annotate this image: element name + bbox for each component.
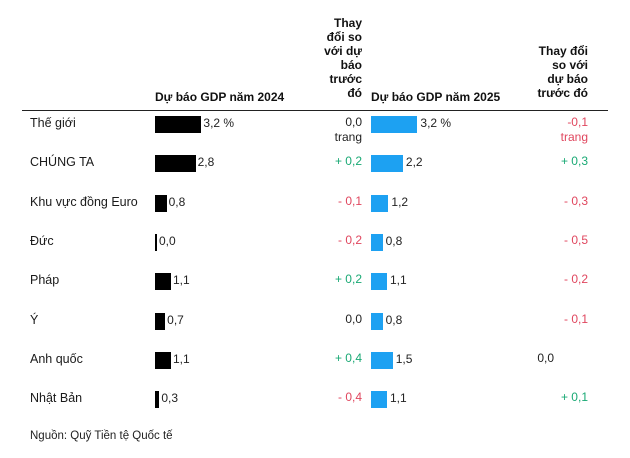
bar-2025 [371,233,383,251]
change-2024-line: + 0,2 [334,272,362,287]
header-line: với dự [324,44,362,58]
value-2024: 0,3 [161,391,179,406]
change-2025-line: + 0,1 [560,390,588,405]
change-2024: + 0,2 [335,272,362,287]
header-line: trước đó [537,86,588,100]
row-label: Nhật Bản [30,391,83,406]
row-label: Đức [30,233,54,248]
change-2025: 0,0 [537,351,554,366]
value-2025: 1,5 [395,351,413,366]
change-2024-line: - 0,2 [337,232,362,247]
bar-2024 [155,155,196,173]
value-2025: 0,8 [385,233,403,248]
change-2025-line: + 0,3 [560,154,588,169]
change-2025: - 0,1 [564,312,588,327]
change-2024-line: - 0,4 [337,390,362,405]
header-change-2025: Thay đổi so với dự báo trước đó [537,44,588,100]
change-2025: - 0,2 [564,272,588,287]
change-2025: - 0,5 [564,233,588,248]
bar-2025 [371,312,383,330]
change-2024-line: 0,0 [345,311,362,326]
header-line: Thay đổi [538,44,588,58]
value-2024: 1,1 [172,273,190,288]
change-2025-line: 0,0 [537,350,554,365]
value-2024: 2,8 [197,155,215,170]
bar-2024 [155,391,160,409]
row-label: Anh quốc [30,351,83,366]
header-line: dự báo [547,72,588,86]
header-line: Thay [333,16,362,30]
bar-2025 [371,155,403,173]
header-line: trước [329,72,362,86]
change-2024-line: 0,0 [345,115,362,129]
row-label: CHÚNG TA [30,155,95,170]
header-divider [22,110,608,111]
source-note: Nguồn: Quỹ Tiền tệ Quốc tế [30,430,173,442]
value-2025: 1,1 [389,273,407,288]
value-2025: 3,2 % [420,116,452,130]
bar-2025 [371,351,393,369]
bar-2024 [155,233,157,251]
change-2025-line: trang [560,130,588,144]
change-2024: 0,0 [345,312,362,327]
change-2025: - 0,3 [564,194,588,209]
value-2025: 0,8 [385,312,403,327]
header-line: đổi so [326,30,362,44]
value-2025: 1,1 [389,391,407,406]
row-label: Ý [30,312,39,327]
header-line: so với [552,58,588,72]
change-2024-line: - 0,1 [337,193,362,208]
change-2024: - 0,1 [338,194,362,209]
header-line: đó [347,86,362,100]
header-gdp-2024: Dự báo GDP năm 2024 [155,90,285,104]
change-2024-line: trang [334,130,362,144]
change-2024-line: + 0,2 [334,154,362,169]
header-change-2024: Thay đổi so với dự báo trước đó [324,16,362,100]
value-2024: 0,8 [168,194,186,209]
change-2024: 0,0 trang [335,115,362,145]
change-2024-line: + 0,4 [334,350,362,365]
value-2024: 1,1 [172,351,190,366]
value-2024: 0,7 [167,312,184,327]
bar-2024 [155,116,202,133]
header-gdp-2025: Dự báo GDP năm 2025 [371,90,501,104]
change-2024: + 0,2 [335,154,362,169]
bar-2024 [155,312,166,330]
change-2025-line: - 0,5 [563,232,588,247]
bar-2024 [155,273,171,291]
bar-2025 [371,391,387,409]
change-2025-line: -0,1 [567,115,588,129]
value-2024: 0,0 [159,233,176,248]
value-2025: 1,2 [391,194,409,209]
value-2025: 2,2 [405,155,423,170]
bar-2025 [371,273,387,291]
change-2025: + 0,1 [561,390,588,405]
change-2025: + 0,3 [561,154,588,169]
change-2025: -0,1 trang [561,115,588,145]
row-label: Khu vực đồng Euro [30,194,138,209]
row-label: Thế giới [30,116,76,130]
bar-2025 [371,116,418,133]
change-2025-line: - 0,1 [563,311,588,326]
change-2024: + 0,4 [335,351,362,366]
bar-2024 [155,351,171,369]
row-label: Pháp [30,273,60,288]
change-2025-line: - 0,3 [563,193,588,208]
change-2024: - 0,2 [338,233,362,248]
bar-2024 [155,194,167,212]
header-line: báo [340,58,362,72]
change-2024: - 0,4 [338,390,362,405]
bar-2025 [371,194,389,212]
change-2025-line: - 0,2 [563,272,588,287]
value-2024: 3,2 % [203,116,235,130]
